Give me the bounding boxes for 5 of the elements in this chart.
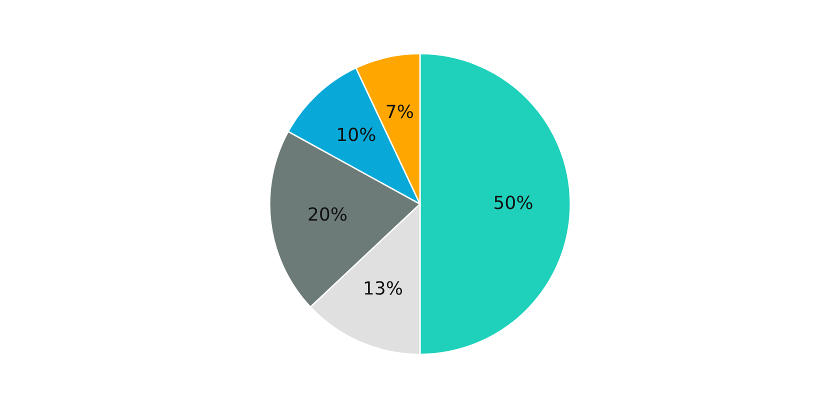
data-label: 10% xyxy=(338,128,376,142)
data-label: 20% xyxy=(308,207,347,221)
data-label: 50% xyxy=(494,196,532,210)
data-label: 13% xyxy=(364,281,402,295)
data-label: 7% xyxy=(386,104,413,118)
